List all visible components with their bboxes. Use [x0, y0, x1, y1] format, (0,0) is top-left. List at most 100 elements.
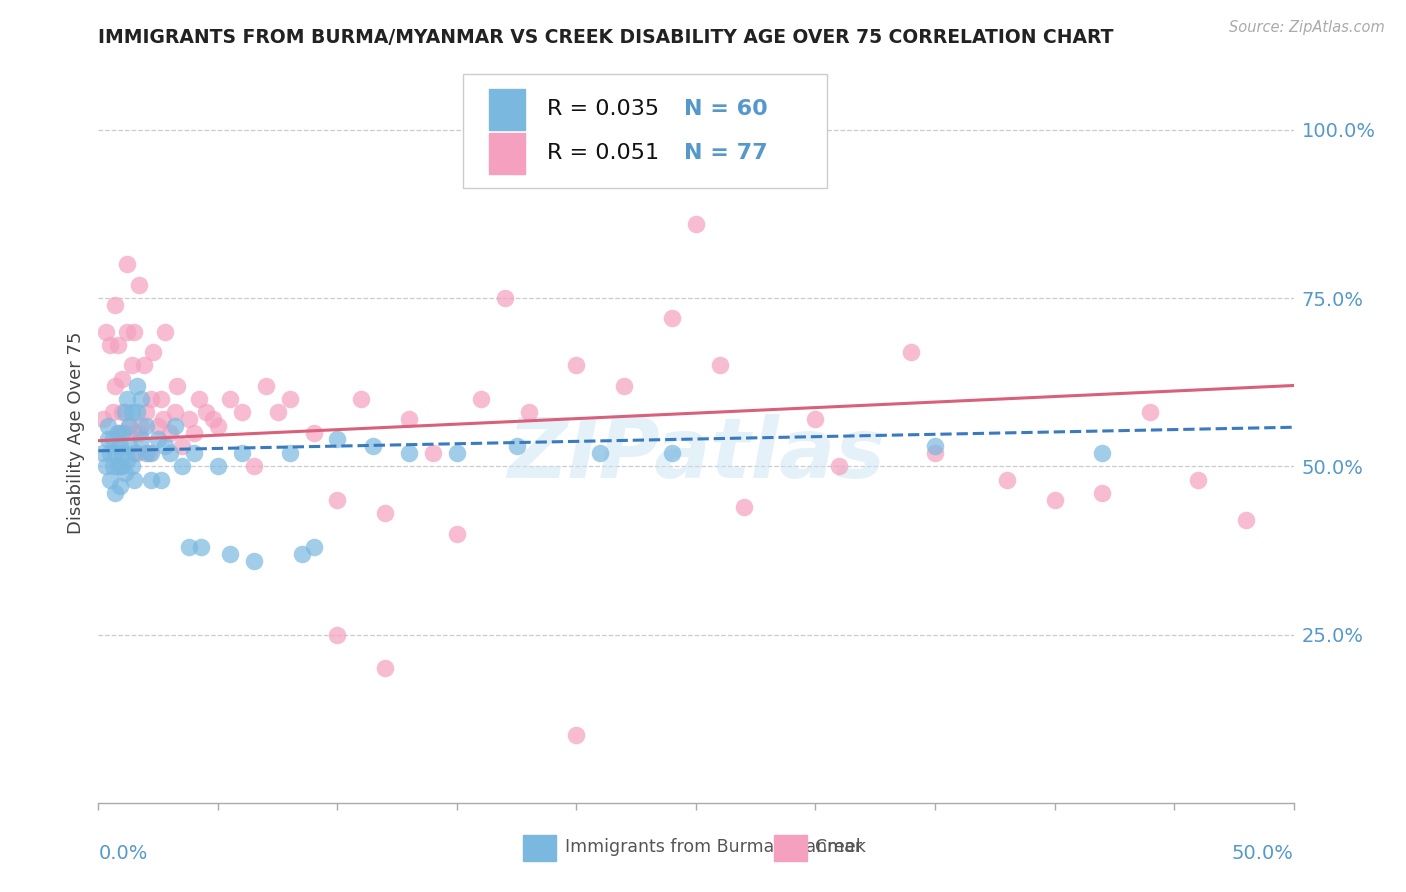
- Point: [278, 446, 301, 460]
- Point: [243, 459, 266, 474]
- Point: [111, 446, 134, 460]
- Point: [125, 378, 148, 392]
- Text: R = 0.051: R = 0.051: [547, 143, 658, 163]
- Point: [149, 392, 172, 406]
- Point: [219, 392, 242, 406]
- Point: [91, 446, 114, 460]
- Point: [267, 405, 290, 419]
- Point: [94, 459, 117, 474]
- Point: [924, 446, 946, 460]
- Text: Creek: Creek: [815, 838, 866, 856]
- Point: [118, 439, 141, 453]
- Point: [254, 378, 277, 392]
- Point: [278, 392, 301, 406]
- Point: [1187, 473, 1209, 487]
- Text: ZIPatlas: ZIPatlas: [508, 414, 884, 495]
- Point: [121, 459, 143, 474]
- Bar: [489, 133, 524, 174]
- Point: [149, 473, 172, 487]
- Bar: [489, 89, 524, 129]
- Point: [685, 217, 707, 231]
- Point: [291, 547, 314, 561]
- Point: [124, 473, 146, 487]
- Point: [114, 425, 136, 440]
- Point: [97, 433, 120, 447]
- Point: [1091, 486, 1114, 500]
- Point: [589, 446, 612, 460]
- Point: [111, 405, 134, 419]
- Point: [302, 540, 325, 554]
- Point: [101, 433, 124, 447]
- Point: [202, 412, 225, 426]
- Text: N = 60: N = 60: [685, 99, 768, 119]
- Point: [104, 486, 127, 500]
- Point: [104, 378, 127, 392]
- Point: [243, 553, 266, 567]
- Text: 50.0%: 50.0%: [1232, 844, 1294, 863]
- Point: [494, 291, 516, 305]
- Point: [135, 418, 157, 433]
- Point: [179, 412, 201, 426]
- Point: [142, 344, 165, 359]
- Point: [363, 439, 385, 453]
- Point: [98, 446, 122, 460]
- Point: [231, 446, 253, 460]
- Point: [326, 492, 349, 507]
- Point: [114, 466, 136, 480]
- Point: [124, 325, 146, 339]
- Text: Immigrants from Burma/Myanmar: Immigrants from Burma/Myanmar: [565, 838, 862, 856]
- Point: [138, 446, 160, 460]
- Point: [155, 439, 177, 453]
- Point: [446, 446, 468, 460]
- Point: [179, 540, 201, 554]
- Point: [135, 405, 157, 419]
- Point: [661, 311, 683, 326]
- Point: [183, 446, 205, 460]
- Point: [101, 459, 124, 474]
- Point: [159, 446, 181, 460]
- Point: [374, 661, 396, 675]
- Point: [709, 359, 731, 373]
- Point: [172, 439, 194, 453]
- Point: [91, 412, 114, 426]
- Point: [108, 459, 131, 474]
- Point: [128, 277, 150, 292]
- Point: [1139, 405, 1161, 419]
- Point: [111, 372, 134, 386]
- Point: [398, 446, 420, 460]
- Point: [104, 446, 127, 460]
- Point: [207, 459, 229, 474]
- Point: [190, 540, 212, 554]
- Point: [148, 433, 170, 447]
- Point: [111, 459, 134, 474]
- Point: [733, 500, 755, 514]
- Point: [139, 446, 162, 460]
- Text: Source: ZipAtlas.com: Source: ZipAtlas.com: [1229, 20, 1385, 35]
- Point: [219, 547, 242, 561]
- Point: [111, 425, 134, 440]
- Text: R = 0.035: R = 0.035: [547, 99, 658, 119]
- Point: [804, 412, 827, 426]
- Point: [115, 257, 138, 271]
- Point: [114, 405, 136, 419]
- Point: [148, 418, 170, 433]
- Point: [115, 452, 138, 467]
- Point: [326, 433, 349, 447]
- Point: [163, 418, 186, 433]
- Point: [1091, 446, 1114, 460]
- Point: [101, 405, 124, 419]
- Point: [121, 359, 143, 373]
- Point: [565, 359, 588, 373]
- Point: [115, 325, 138, 339]
- Bar: [773, 835, 807, 861]
- Point: [900, 344, 922, 359]
- Point: [565, 729, 588, 743]
- Point: [139, 392, 162, 406]
- Point: [231, 405, 253, 419]
- Bar: [523, 835, 557, 861]
- Point: [108, 439, 131, 453]
- Point: [995, 473, 1018, 487]
- Point: [132, 359, 155, 373]
- Point: [125, 446, 148, 460]
- Point: [183, 425, 205, 440]
